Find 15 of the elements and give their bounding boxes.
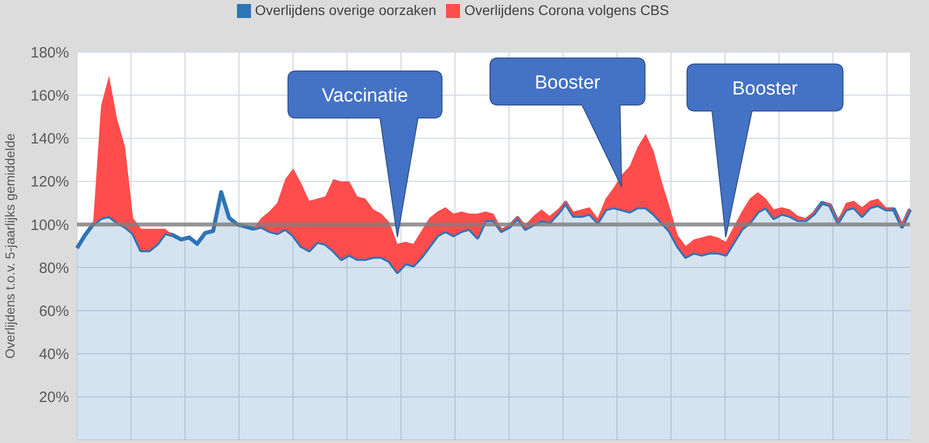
y-axis-title: Overlijdens t.o.v. 5-jaarlijks gemiddelde (2, 133, 18, 359)
y-tick-label: 40% (38, 346, 69, 364)
y-tick-label: 60% (38, 302, 69, 320)
y-tick-label: 20% (38, 389, 69, 406)
annotation: Booster (732, 78, 798, 100)
y-tick-label: 80% (38, 260, 69, 277)
y-tick-label: 180% (30, 44, 69, 62)
y-tick-label: 120% (30, 174, 69, 191)
y-tick-label: 140% (30, 130, 69, 148)
annotation: Vaccinatie (322, 86, 408, 106)
y-tick-label: 160% (30, 87, 69, 104)
legend-label: Overlijdens Corona volgens CBS (464, 2, 669, 18)
annotation: Booster (534, 72, 601, 94)
y-tick-label: 100% (30, 216, 69, 234)
legend-label: Overlijdens overige oorzaken (255, 2, 436, 18)
